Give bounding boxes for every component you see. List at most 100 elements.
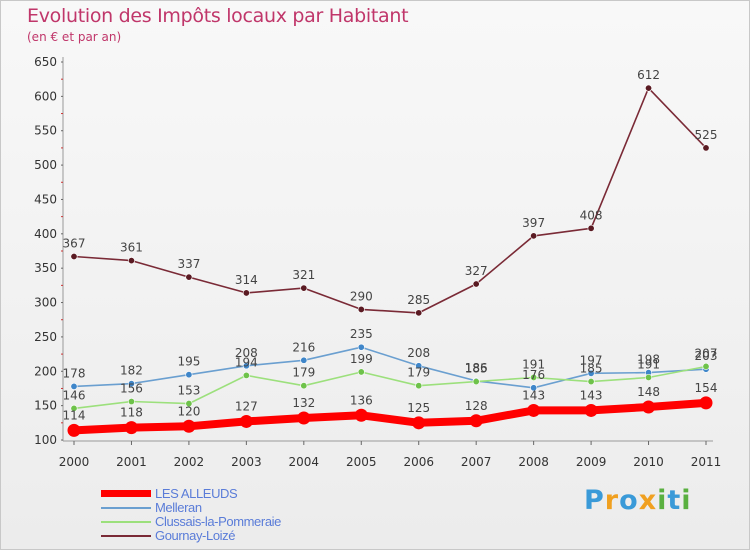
data-point-melleran	[70, 382, 78, 390]
legend-label-gournay: Gournay-Loizé	[155, 528, 236, 543]
y-tick-label: 650	[34, 55, 57, 69]
series-line-gournay-loiz-	[73, 87, 707, 314]
y-tick-label: 600	[34, 89, 57, 103]
axes: 100 150 200 250 300 350 400 450 500 550 600 650 2000…	[34, 55, 721, 469]
data-label-les-alleuds: 114	[63, 408, 86, 422]
legend-swatch-gournay	[101, 535, 151, 537]
data-label-clussais-la-pommeraie: 156	[120, 382, 143, 396]
data-point-melleran	[587, 369, 595, 377]
data-point-melleran	[127, 380, 135, 388]
data-point-gournay-loiz-	[70, 252, 78, 260]
data-point-les-alleuds	[527, 403, 541, 417]
x-tick-label: 2005	[346, 455, 377, 469]
data-point-les-alleuds	[469, 414, 483, 428]
data-point-melleran	[242, 362, 250, 370]
data-label-melleran: 198	[637, 353, 660, 367]
y-tick-label: 400	[34, 227, 57, 241]
x-tick-label: 2000	[59, 455, 90, 469]
data-point-gournay-loiz-	[415, 309, 423, 317]
data-label-melleran: 208	[407, 346, 430, 360]
y-tick-label: 450	[34, 192, 57, 206]
legend-label-melleran: Melleran	[155, 500, 202, 515]
data-label-melleran: 197	[580, 353, 603, 367]
data-point-clussais-la-pommeraie	[70, 404, 78, 412]
data-point-les-alleuds	[124, 421, 138, 435]
data-label-clussais-la-pommeraie: 179	[407, 366, 430, 380]
x-tick-label: 2010	[633, 455, 664, 469]
data-label-les-alleuds: 143	[580, 388, 603, 402]
data-label-gournay-loiz-: 327	[465, 264, 488, 278]
data-point-les-alleuds	[584, 403, 598, 417]
data-label-melleran: 176	[522, 368, 545, 382]
chart-subtitle: (en € et par an)	[27, 30, 122, 44]
data-point-les-alleuds	[182, 419, 196, 433]
data-label-gournay-loiz-: 612	[637, 68, 660, 82]
data-point-gournay-loiz-	[242, 289, 250, 297]
data-point-les-alleuds	[412, 416, 426, 430]
legend-swatch-clussais	[101, 521, 151, 523]
data-point-gournay-loiz-	[472, 280, 480, 288]
x-tick-label: 2011	[691, 455, 722, 469]
series-line-clussais-la-pommeraie	[73, 365, 707, 410]
data-label-clussais-la-pommeraie: 185	[465, 362, 488, 376]
data-label-gournay-loiz-: 361	[120, 241, 143, 255]
data-point-clussais-la-pommeraie	[702, 362, 710, 370]
data-point-gournay-loiz-	[645, 84, 653, 92]
data-point-melleran	[300, 356, 308, 364]
data-label-melleran: 203	[695, 349, 718, 363]
data-label-gournay-loiz-: 337	[177, 257, 200, 271]
data-point-les-alleuds	[297, 411, 311, 425]
data-label-clussais-la-pommeraie: 153	[177, 384, 200, 398]
series-line-melleran	[73, 346, 707, 389]
data-label-les-alleuds: 132	[292, 396, 315, 410]
data-label-les-alleuds: 148	[637, 385, 660, 399]
legend-swatch-melleran	[101, 507, 151, 509]
data-point-clussais-la-pommeraie	[185, 400, 193, 408]
data-label-gournay-loiz-: 285	[407, 293, 430, 307]
data-label-clussais-la-pommeraie: 185	[580, 362, 603, 376]
data-label-les-alleuds: 136	[350, 393, 373, 407]
series-layer	[67, 84, 713, 437]
data-label-les-alleuds: 154	[695, 381, 718, 395]
data-point-gournay-loiz-	[300, 284, 308, 292]
data-point-clussais-la-pommeraie	[242, 371, 250, 379]
data-label-melleran: 182	[120, 364, 143, 378]
y-tick-label: 550	[34, 124, 57, 138]
data-label-les-alleuds: 128	[465, 399, 488, 413]
x-tick-label: 2001	[116, 455, 147, 469]
data-point-gournay-loiz-	[530, 232, 538, 240]
legend-swatch-les-alleuds	[101, 490, 151, 497]
data-point-les-alleuds	[699, 396, 713, 410]
y-tick-label: 300	[34, 296, 57, 310]
data-point-melleran	[530, 384, 538, 392]
y-tick-label: 250	[34, 330, 57, 344]
data-point-clussais-la-pommeraie	[587, 378, 595, 386]
data-label-melleran: 186	[465, 361, 488, 375]
data-point-clussais-la-pommeraie	[127, 398, 135, 406]
data-label-melleran: 195	[177, 355, 200, 369]
x-tick-label: 2002	[174, 455, 205, 469]
data-point-clussais-la-pommeraie	[415, 382, 423, 390]
data-point-les-alleuds	[642, 400, 656, 414]
data-point-gournay-loiz-	[357, 305, 365, 313]
data-label-gournay-loiz-: 525	[695, 128, 718, 142]
data-label-clussais-la-pommeraie: 179	[292, 366, 315, 380]
data-point-clussais-la-pommeraie	[472, 378, 480, 386]
data-point-clussais-la-pommeraie	[530, 373, 538, 381]
data-point-les-alleuds	[239, 414, 253, 428]
data-label-melleran: 235	[350, 327, 373, 341]
data-label-les-alleuds: 125	[407, 401, 430, 415]
y-tick-label: 100	[34, 433, 57, 447]
data-label-melleran: 216	[292, 340, 315, 354]
data-point-melleran	[185, 371, 193, 379]
data-label-les-alleuds: 120	[177, 404, 200, 418]
data-point-gournay-loiz-	[587, 224, 595, 232]
data-point-clussais-la-pommeraie	[645, 373, 653, 381]
data-label-gournay-loiz-: 367	[63, 236, 86, 250]
data-point-clussais-la-pommeraie	[357, 368, 365, 376]
series-line-les-alleuds	[70, 398, 710, 435]
data-label-clussais-la-pommeraie: 194	[235, 355, 258, 369]
data-label-gournay-loiz-: 290	[350, 289, 373, 303]
